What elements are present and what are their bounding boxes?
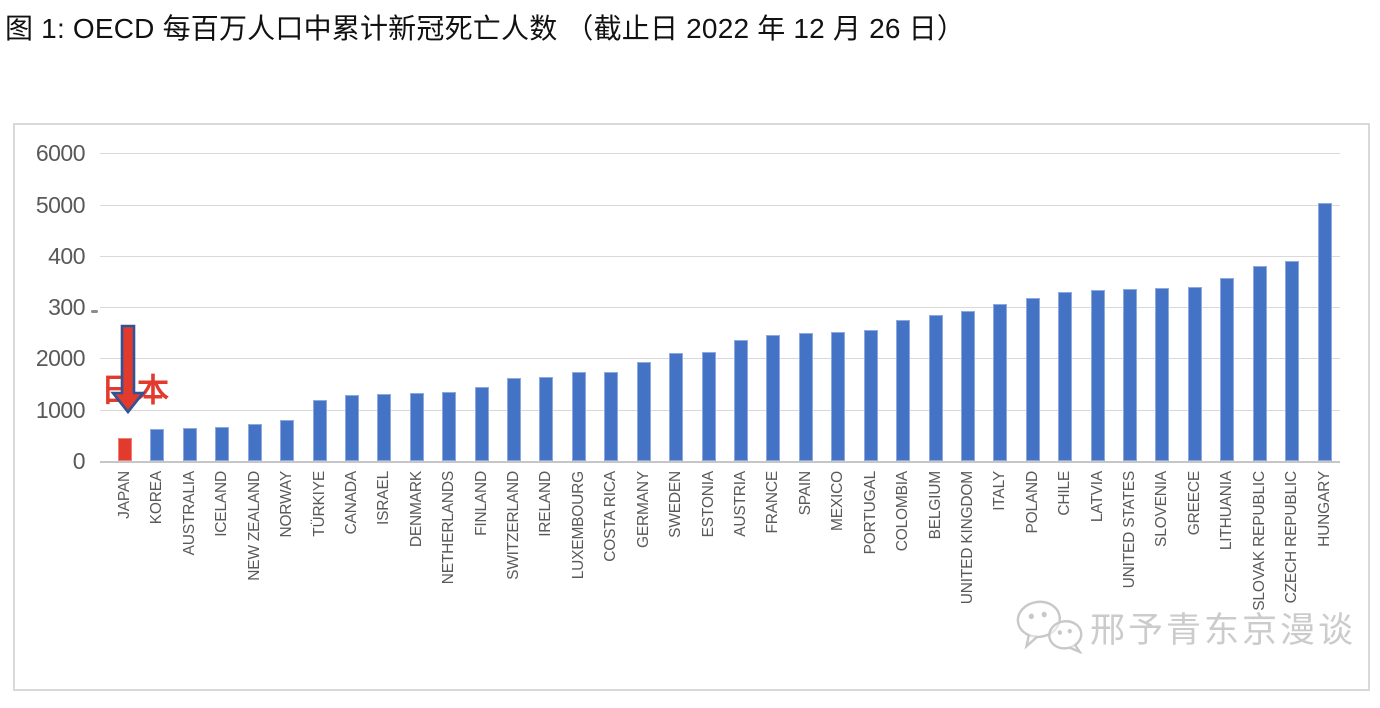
bar-finland xyxy=(474,386,489,461)
x-axis-label-text: CZECH REPUBLIC xyxy=(1283,471,1301,604)
x-axis-label-text: ISRAEL xyxy=(375,471,393,525)
bar-australia xyxy=(182,427,197,461)
x-axis-label-text: GERMANY xyxy=(634,471,652,548)
bar-slovenia xyxy=(1155,287,1170,461)
chart-title: 图 1: OECD 每百万人口中累计新冠死亡人数 （截止日 2022 年 12 … xyxy=(5,13,966,44)
x-axis-label-text: NETHERLANDS xyxy=(440,471,458,585)
bar-iceland xyxy=(215,426,230,461)
x-axis-label-text: SPAIN xyxy=(796,471,814,516)
x-axis-label-text: LUXEMBOURG xyxy=(569,471,587,580)
down-arrow-icon xyxy=(110,324,146,415)
bar-germany xyxy=(636,361,651,461)
bar-luxembourg xyxy=(571,372,586,461)
y-axis-label: 300 xyxy=(48,294,85,321)
bar-canada xyxy=(344,395,359,461)
x-axis-label-text: UNITED KINGDOM xyxy=(958,471,976,605)
bar-korea xyxy=(150,429,165,461)
bar-colombia xyxy=(896,319,911,461)
bar-czech-republic xyxy=(1285,261,1300,461)
x-axis-label: HUNGARY xyxy=(1316,471,1380,547)
bar-lithuania xyxy=(1220,277,1235,461)
x-axis-label-text: POLAND xyxy=(1023,471,1041,534)
bar-united-kingdom xyxy=(960,310,975,461)
gridline xyxy=(100,358,1340,360)
y-axis-label: 400 xyxy=(48,242,85,269)
bar-sweden xyxy=(669,352,684,461)
watermark: 邢予青东京漫谈 xyxy=(1014,596,1356,658)
bar-new-zealand xyxy=(247,424,262,461)
bar-switzerland xyxy=(507,377,522,461)
bar-united-states xyxy=(1123,289,1138,461)
x-axis-label-text: ITALY xyxy=(991,471,1009,511)
y-axis-label: 1000 xyxy=(35,396,86,423)
x-axis-label-text: SWEDEN xyxy=(667,471,685,538)
y-axis-label: 6000 xyxy=(35,140,86,167)
bar-greece xyxy=(1187,286,1202,461)
bar-costa-rica xyxy=(604,371,619,461)
x-axis-label-text: AUSTRALIA xyxy=(180,471,198,556)
bar-latvia xyxy=(1090,289,1105,461)
bar-spain xyxy=(798,332,813,461)
x-axis-label-text: SLOVAK REPUBLIC xyxy=(1250,471,1268,611)
x-axis-label-text: ESTONIA xyxy=(699,471,717,538)
x-axis-label-text: SLOVENIA xyxy=(1153,471,1171,547)
bar-austria xyxy=(733,339,748,461)
x-axis-label-text: LATVIA xyxy=(1088,471,1106,523)
x-axis-label-text: IRELAND xyxy=(537,471,555,537)
bar-slovak-republic xyxy=(1252,266,1267,461)
x-axis-label-text: DENMARK xyxy=(407,471,425,548)
x-axis-label-text: SWITZERLAND xyxy=(505,471,523,580)
x-axis-label-text: GREECE xyxy=(1185,471,1203,536)
x-axis-label-text: NORWAY xyxy=(278,471,296,538)
x-axis-label-text: AUSTRIA xyxy=(731,471,749,537)
bar-norway xyxy=(280,419,295,461)
y-axis-stray-mark xyxy=(91,310,98,314)
bar-japan xyxy=(118,437,132,461)
x-axis-line xyxy=(100,461,1340,463)
bar-estonia xyxy=(701,351,716,461)
gridline xyxy=(100,409,1340,411)
x-axis-label-text: COLOMBIA xyxy=(894,471,912,552)
x-axis-label-text: PORTUGAL xyxy=(861,471,879,555)
bar-hungary xyxy=(1317,203,1332,461)
x-axis-label-text: FRANCE xyxy=(764,471,782,534)
x-axis-label-text: KOREA xyxy=(148,471,166,525)
x-axis-label-text: BELGIUM xyxy=(926,471,944,540)
x-axis-label-text: CANADA xyxy=(342,471,360,535)
x-axis-label-text: ICELAND xyxy=(213,471,231,537)
bar-belgium xyxy=(928,314,943,461)
bar-israel xyxy=(377,394,392,461)
bar-poland xyxy=(1025,298,1040,461)
y-axis-label: 0 xyxy=(72,448,86,474)
bar-italy xyxy=(993,304,1008,461)
x-axis-label-text: CHILE xyxy=(1056,471,1074,516)
bar-türkiye xyxy=(312,399,327,461)
x-axis-label-text: NEW ZEALAND xyxy=(245,471,263,581)
x-axis-label-text: FINLAND xyxy=(472,471,490,536)
x-axis-label-text: COSTA RICA xyxy=(602,471,620,562)
x-axis-label-text: TÜRKIYE xyxy=(310,471,328,537)
x-axis-label-text: JAPAN xyxy=(116,471,133,519)
x-axis-label-text: HUNGARY xyxy=(1315,471,1333,547)
gridline xyxy=(100,255,1340,257)
y-axis-label: 2000 xyxy=(35,345,86,372)
bar-portugal xyxy=(863,330,878,461)
chart-frame: 6000 5000 400 300 2000 1000 0 JAPAN KOREA AUSTRAL… xyxy=(13,123,1370,691)
x-axis-label-text: LITHUANIA xyxy=(1218,471,1236,551)
watermark-text: 邢予青东京漫谈 xyxy=(1090,610,1357,650)
gridline xyxy=(100,204,1340,206)
x-axis-label-text: UNITED STATES xyxy=(1121,471,1139,589)
wechat-logo-icon xyxy=(1016,600,1084,655)
y-axis-label: 5000 xyxy=(35,191,86,218)
bar-denmark xyxy=(409,392,424,461)
x-axis-label-text: MEXICO xyxy=(829,471,847,531)
bar-mexico xyxy=(831,331,846,461)
bar-chile xyxy=(1058,291,1073,461)
bar-france xyxy=(766,334,781,461)
bar-netherlands xyxy=(442,392,457,461)
gridline xyxy=(100,153,1340,155)
gridline xyxy=(100,307,1340,309)
bar-ireland xyxy=(539,376,554,461)
